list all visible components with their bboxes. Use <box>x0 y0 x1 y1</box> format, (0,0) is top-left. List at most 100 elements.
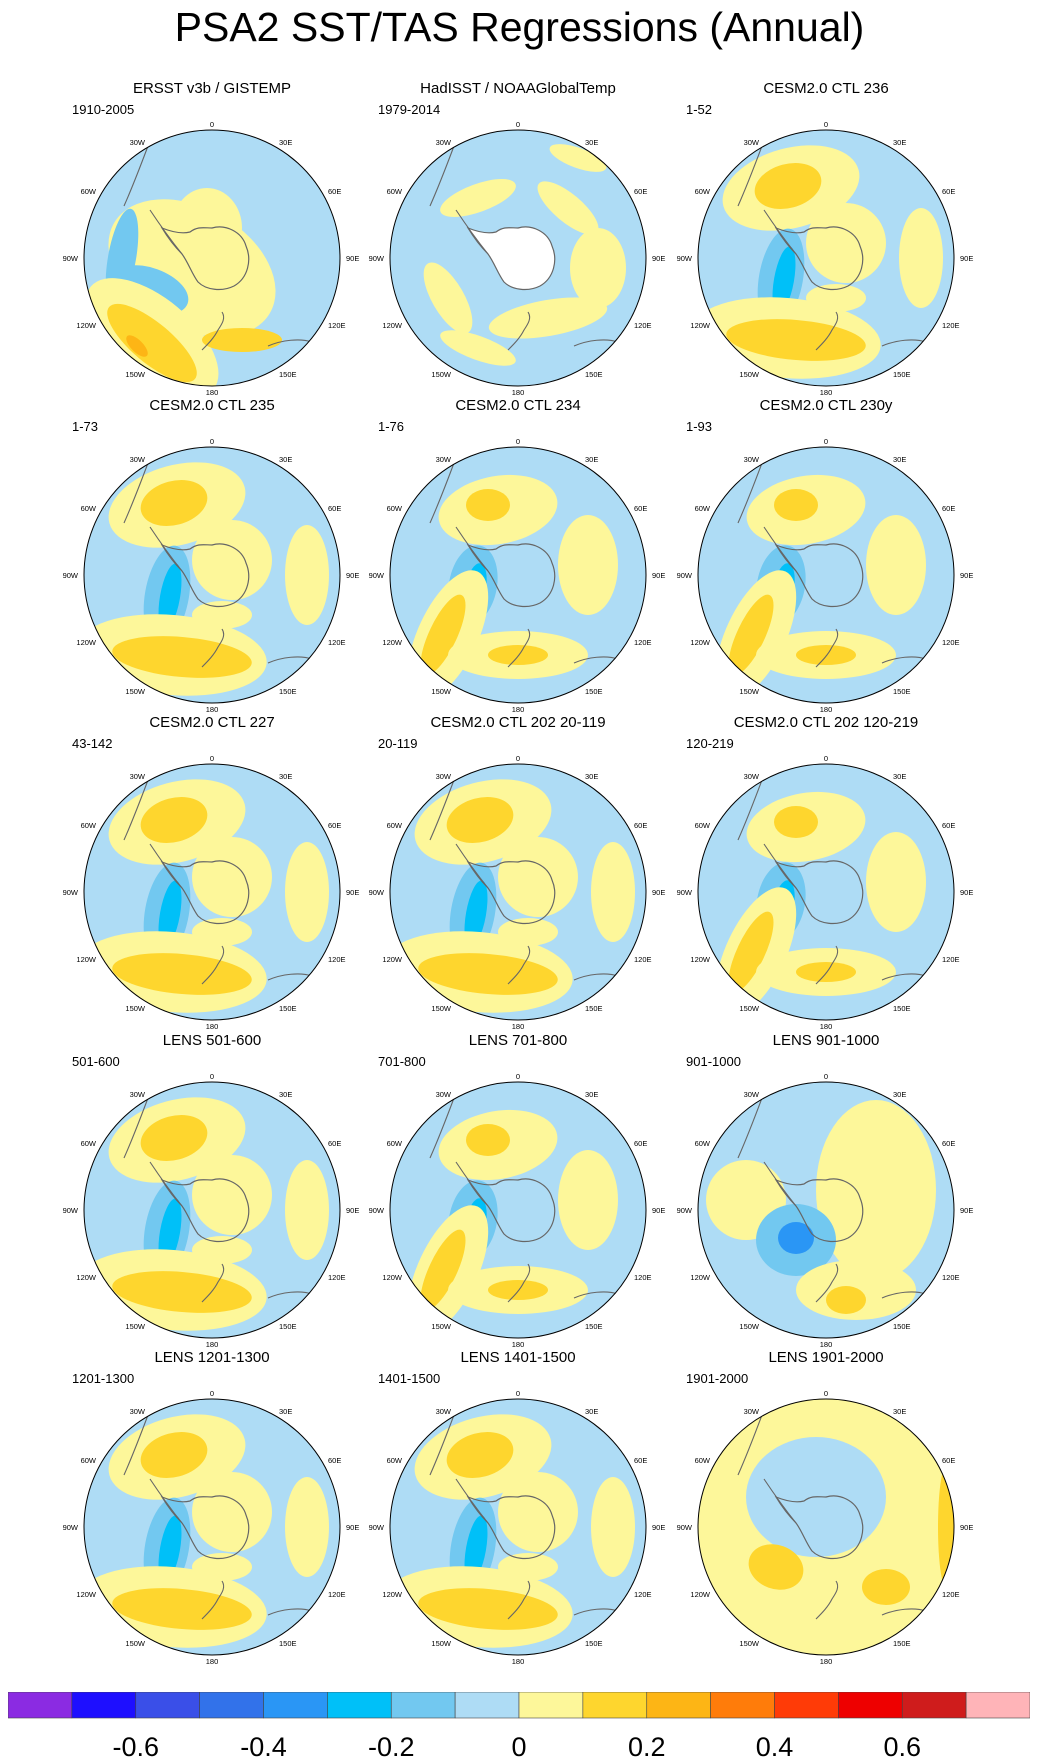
map-field <box>84 447 340 703</box>
longitude-label: 150W <box>125 687 146 696</box>
longitude-label: 60E <box>942 187 955 196</box>
colorbar-label: 0.2 <box>628 1732 666 1762</box>
panel-title: HadISST / NOAAGlobalTemp <box>420 80 616 97</box>
longitude-label: 0 <box>516 120 520 129</box>
anomaly-region <box>140 1114 208 1162</box>
panel-period: 1401-1500 <box>378 1371 441 1386</box>
longitude-label: 30W <box>130 1407 146 1416</box>
map-panel: CESM2.0 CTL 235 1-73 0 30E 60E 90E 120E 150E 180… <box>62 397 362 713</box>
map-field <box>698 1082 954 1338</box>
anomaly-region <box>202 328 282 352</box>
longitude-label: 60E <box>328 821 341 830</box>
longitude-label: 120E <box>634 1590 652 1599</box>
map-panel: LENS 1401-1500 1401-1500 0 30E 60E 90E 120E 150… <box>368 1349 668 1665</box>
longitude-label: 150W <box>125 1004 146 1013</box>
coastline <box>815 1580 839 1620</box>
longitude-label: 90E <box>346 571 359 580</box>
longitude-label: 30W <box>744 455 760 464</box>
longitude-label: 150E <box>893 1322 911 1331</box>
longitude-label: 30E <box>279 1407 292 1416</box>
longitude-label: 30E <box>585 1090 598 1099</box>
map-boundary <box>83 1398 341 1656</box>
anomaly-region <box>796 962 856 982</box>
anomaly-region <box>488 297 608 339</box>
longitude-label: 60E <box>634 1139 647 1148</box>
longitude-label: 90W <box>369 888 385 897</box>
anomaly-region <box>826 1286 866 1314</box>
map-field <box>390 1399 646 1655</box>
longitude-label: 180 <box>206 1657 219 1665</box>
longitude-label: 60E <box>328 187 341 196</box>
colorbar-swatch <box>71 1692 137 1719</box>
coastline <box>201 945 225 985</box>
coastline <box>763 1161 797 1207</box>
antarctica-outline <box>774 1178 864 1243</box>
anomaly-region <box>498 1553 558 1581</box>
anomaly-region <box>748 1544 804 1590</box>
longitude-label: 0 <box>210 120 214 129</box>
longitude-label: 150W <box>431 1639 452 1648</box>
longitude-label: 180 <box>206 1022 219 1030</box>
longitude-label: 120E <box>328 955 346 964</box>
anomaly-region <box>806 284 866 312</box>
longitude-label: 30W <box>436 1407 452 1416</box>
coastline <box>149 843 183 889</box>
longitude-label: 90E <box>346 1523 359 1532</box>
longitude-label: 180 <box>820 1022 833 1030</box>
polar-map: 0 30E 60E 90E 120E 150E 180 150W 120W 90W 60W 30W <box>369 1389 666 1665</box>
panel-period: 1979-2014 <box>378 102 441 117</box>
anomaly-region <box>570 228 626 308</box>
longitude-label: 30E <box>279 455 292 464</box>
longitude-label: 150W <box>431 1004 452 1013</box>
anomaly-region <box>549 144 607 172</box>
panel-period: 1-76 <box>378 419 405 434</box>
polar-map: 0 30E 60E 90E 120E 150E 180 150W 120W 90W 60W 30W <box>63 754 360 1030</box>
polar-map: 0 30E 60E 90E 120E 150E 180 150W 120W 90W 60W 30W <box>677 437 974 713</box>
coastline <box>201 311 225 351</box>
colorbar-swatch <box>838 1692 903 1719</box>
anomaly-region <box>420 1229 466 1311</box>
longitude-label: 60E <box>634 504 647 513</box>
polar-map: 0 30E 60E 90E 120E 150E 180 150W 120W 90W 60W 30W <box>63 1389 360 1665</box>
polar-map: 0 30E 60E 90E 120E 150E 180 150W 120W 90W 60W 30W <box>63 1072 360 1348</box>
anomaly-region <box>418 953 558 995</box>
map-panel: LENS 1901-2000 1901-2000 0 30E 60E 90E 120E 150… <box>676 1349 976 1665</box>
colorbar-swatch <box>646 1692 711 1719</box>
longitude-label: 30W <box>130 138 146 147</box>
panel-period: 1-93 <box>686 419 713 434</box>
longitude-label: 0 <box>516 437 520 446</box>
longitude-label: 150W <box>739 1004 760 1013</box>
colorbar-swatch <box>582 1692 648 1719</box>
coastline <box>763 209 797 255</box>
coastline <box>455 1161 489 1207</box>
anomaly-region <box>440 330 516 366</box>
longitude-label: 90W <box>63 1206 79 1215</box>
longitude-label: 60E <box>328 1456 341 1465</box>
longitude-label: 120W <box>76 1590 97 1599</box>
polar-map: 0 30E 60E 90E 120E 150E 180 150W 120W 90W 60W 30W <box>677 120 974 396</box>
longitude-label: 60E <box>942 821 955 830</box>
longitude-label: 150W <box>739 1639 760 1648</box>
longitude-label: 60W <box>695 187 711 196</box>
longitude-label: 30W <box>744 1090 760 1099</box>
longitude-label: 0 <box>516 1072 520 1081</box>
longitude-label: 0 <box>824 437 828 446</box>
longitude-label: 60E <box>942 1456 955 1465</box>
map-boundary <box>697 129 955 387</box>
longitude-label: 180 <box>512 705 525 713</box>
colorbar-swatch <box>390 1692 456 1719</box>
anomaly-region <box>140 1431 208 1479</box>
map-field <box>698 1399 954 1655</box>
longitude-label: 120W <box>76 1273 97 1282</box>
polar-map: 0 30E 60E 90E 120E 150E 180 150W 120W 90W 60W 30W <box>369 437 666 713</box>
coastline <box>815 311 839 351</box>
coastline <box>201 628 225 668</box>
map-field <box>84 1082 340 1338</box>
map-boundary <box>697 1081 955 1339</box>
anomaly-region <box>126 335 148 357</box>
antarctica-outline <box>466 543 556 608</box>
longitude-label: 60W <box>387 187 403 196</box>
longitude-label: 30E <box>585 138 598 147</box>
anomaly-region <box>866 515 926 615</box>
longitude-label: 150W <box>125 370 146 379</box>
